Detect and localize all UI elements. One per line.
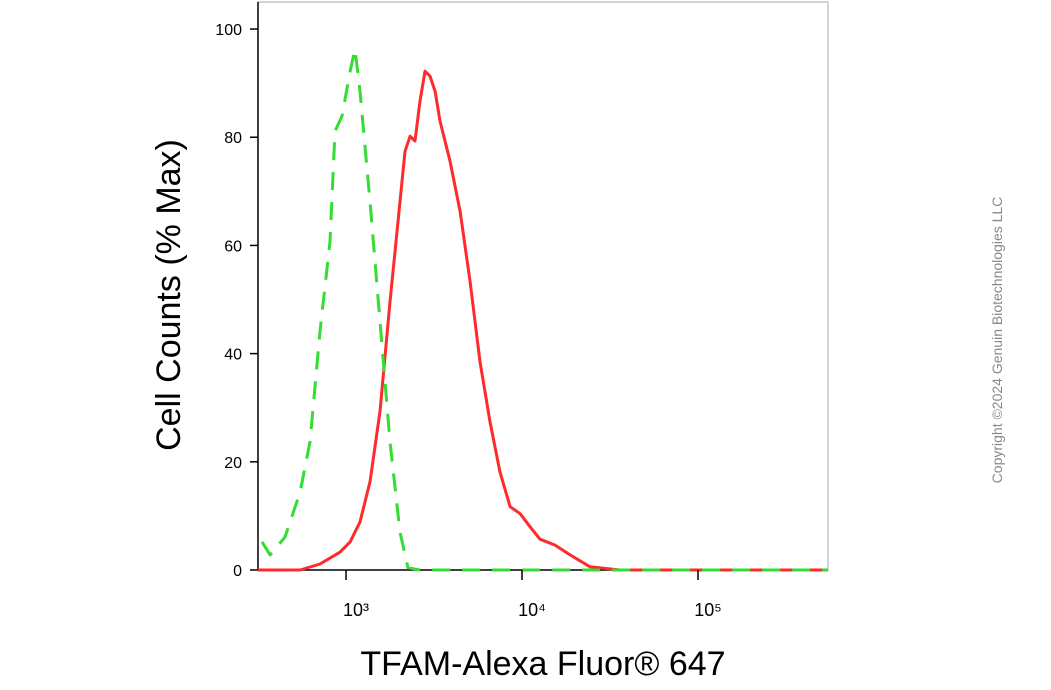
y-tick-label: 40	[224, 347, 242, 364]
watermark: Copyright ©2024 Genuin Biotechnologies L…	[989, 197, 1005, 484]
x-tick-label: 10³	[343, 600, 369, 620]
plot-area	[258, 47, 828, 572]
series-line	[258, 69, 828, 572]
y-axis-label: Cell Counts (% Max)	[150, 139, 188, 451]
y-tick-label: 60	[224, 238, 242, 255]
y-tick-label: 0	[233, 563, 242, 580]
y-tick-label: 20	[224, 455, 242, 472]
plot-frame	[257, 1, 829, 571]
x-tick-label: 10⁵	[694, 600, 721, 620]
y-tick-label: 80	[224, 130, 242, 147]
series-line	[260, 47, 828, 572]
x-tick-label: 10⁴	[518, 600, 546, 620]
y-tick-label: 100	[215, 22, 242, 39]
x-axis-label: TFAM-Alexa Fluor® 647	[360, 645, 725, 683]
